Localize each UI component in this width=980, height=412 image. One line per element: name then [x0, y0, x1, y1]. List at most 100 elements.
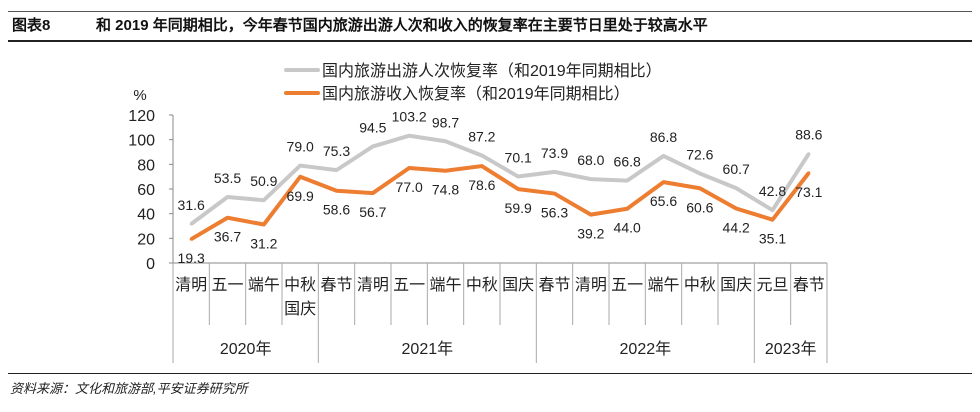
source-note: 资料来源：文化和旅游部,平安证券研究所 — [10, 381, 248, 396]
data-point — [480, 164, 484, 168]
data-label: 31.2 — [250, 236, 277, 252]
line-chart: 国内旅游出游人次恢复率（和2019年同期相比） 国内旅游收入恢复率（和2019年同… — [128, 62, 828, 363]
series-line-visitors — [189, 133, 811, 226]
data-point — [335, 189, 338, 193]
data-label: 77.0 — [396, 179, 423, 195]
data-point — [662, 154, 665, 158]
data-label: 87.2 — [468, 128, 495, 144]
data-label: 39.2 — [577, 226, 604, 242]
category-label: 端午 — [248, 276, 280, 294]
data-label: 42.8 — [759, 183, 786, 199]
data-point — [407, 166, 411, 170]
data-label: 70.1 — [505, 150, 532, 166]
data-point — [734, 186, 738, 190]
data-label: 44.2 — [723, 219, 750, 235]
category-label: 端午 — [647, 276, 679, 294]
year-label: 2023年 — [765, 340, 817, 358]
category-label: 清明 — [175, 276, 207, 294]
data-point — [262, 198, 266, 202]
data-point — [771, 208, 774, 212]
data-point — [698, 171, 702, 175]
y-tick-label: 20 — [137, 231, 155, 248]
data-label: 69.9 — [287, 188, 314, 204]
data-point — [553, 170, 556, 174]
data-point — [189, 237, 193, 241]
data-label: 56.3 — [541, 205, 568, 221]
data-label: 59.9 — [505, 200, 532, 216]
bottom-rule — [8, 373, 972, 374]
data-point — [298, 164, 302, 168]
data-point — [298, 175, 302, 179]
data-point — [589, 177, 593, 181]
data-point — [371, 191, 375, 195]
data-point — [189, 222, 193, 226]
data-point — [698, 186, 702, 190]
data-point — [444, 169, 447, 173]
data-label: 60.7 — [723, 161, 750, 177]
data-label: 79.0 — [287, 139, 314, 155]
data-label: 66.8 — [614, 154, 641, 170]
top-rule — [8, 11, 972, 12]
data-label: 53.5 — [214, 170, 241, 186]
category-label: 五一 — [611, 277, 643, 294]
data-point — [371, 144, 375, 148]
data-point — [734, 206, 738, 210]
legend-label: 国内旅游收入恢复率（和2019年同期相比） — [322, 85, 630, 103]
figure-number: 图表8 — [12, 17, 51, 34]
data-label: 75.3 — [323, 143, 350, 159]
y-tick-label: 40 — [137, 207, 155, 224]
data-label: 44.0 — [614, 220, 641, 236]
title-rule — [8, 40, 972, 42]
data-point — [771, 218, 774, 222]
data-label: 73.1 — [795, 184, 822, 200]
data-point — [226, 195, 229, 199]
series-line-revenue — [190, 164, 811, 241]
category-label: 国庆 — [502, 276, 534, 294]
year-label: 2021年 — [402, 340, 454, 358]
data-label: 88.6 — [795, 127, 822, 143]
category-label: 中秋 — [466, 276, 498, 294]
data-point — [807, 171, 811, 175]
data-label: 78.6 — [468, 177, 495, 193]
data-point — [625, 179, 629, 183]
data-point — [335, 168, 338, 172]
year-label: 2022年 — [620, 340, 672, 358]
category-label: 春节 — [320, 276, 352, 294]
y-tick-label: 80 — [137, 157, 155, 174]
data-point — [262, 223, 266, 227]
y-tick-label: 120 — [128, 108, 155, 125]
data-label: 56.7 — [359, 204, 386, 220]
year-label: 2020年 — [220, 340, 272, 358]
data-label: 35.1 — [759, 231, 786, 247]
data-label: 74.8 — [432, 182, 459, 198]
data-point — [226, 216, 229, 220]
data-label: 98.7 — [432, 114, 459, 130]
figure-title: 和 2019 年同期相比，今年春节国内旅游出游人次和收入的恢复率在主要节日里处于… — [96, 17, 708, 34]
data-label: 36.7 — [214, 229, 241, 245]
data-point — [516, 187, 520, 191]
data-point — [407, 134, 411, 138]
data-label: 68.0 — [577, 152, 604, 168]
figure-title-bar: 图表8 和 2019 年同期相比，今年春节国内旅游出游人次和收入的恢复率在主要节… — [8, 14, 972, 38]
data-label: 50.9 — [250, 173, 277, 189]
data-point — [516, 175, 520, 179]
category-label: 国庆 — [284, 300, 316, 318]
data-point — [589, 213, 593, 217]
data-label: 19.3 — [178, 250, 205, 266]
category-label: 春节 — [793, 276, 825, 294]
category-label: 中秋 — [284, 276, 316, 294]
category-label: 中秋 — [684, 276, 716, 294]
y-axis-unit: % — [133, 87, 146, 104]
category-label: 清明 — [575, 276, 607, 294]
category-label: 国庆 — [720, 276, 752, 294]
data-label: 73.9 — [541, 145, 568, 161]
data-label: 65.6 — [650, 193, 677, 209]
category-label: 端午 — [429, 276, 461, 294]
data-label: 72.6 — [686, 146, 713, 162]
data-point — [480, 153, 484, 157]
data-point — [662, 180, 665, 184]
category-label: 春节 — [538, 276, 570, 294]
category-label: 元旦 — [756, 277, 788, 294]
data-point — [807, 152, 811, 156]
